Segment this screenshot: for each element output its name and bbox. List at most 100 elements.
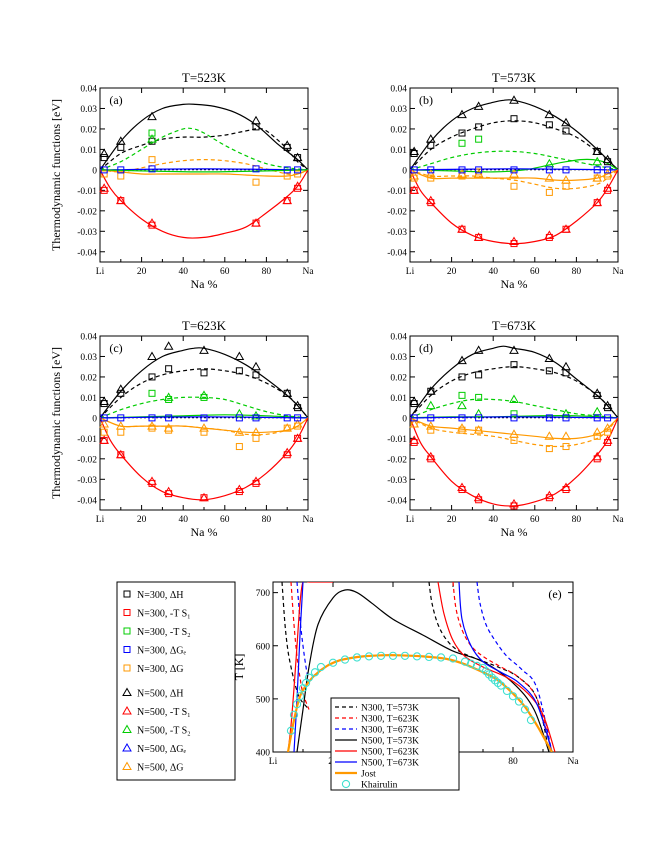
data-point xyxy=(100,154,108,162)
data-point xyxy=(457,355,467,365)
data-point xyxy=(473,232,484,241)
data-point xyxy=(200,428,208,436)
y-tick-label: 400 xyxy=(256,749,271,759)
data-point xyxy=(376,651,386,660)
data-point xyxy=(283,389,291,397)
data-point xyxy=(561,117,571,127)
y-tick-label: 0.01 xyxy=(390,394,407,404)
data-point xyxy=(427,174,435,182)
data-point xyxy=(562,127,570,135)
data-point xyxy=(148,414,156,422)
y-tick-label: 0.04 xyxy=(80,85,97,95)
data-point xyxy=(252,178,260,186)
y-axis-label: Thermodynamic functions [eV] xyxy=(49,99,63,251)
series-line xyxy=(100,169,308,177)
data-point xyxy=(562,369,570,377)
data-point xyxy=(294,170,302,178)
y-tick-label: -0.04 xyxy=(387,248,407,258)
y-tick-label: 0.02 xyxy=(80,373,97,383)
data-point xyxy=(496,681,506,690)
data-point xyxy=(510,414,518,422)
series-line xyxy=(100,169,308,239)
data-point xyxy=(163,392,174,401)
chart-title: T=623K xyxy=(182,318,227,333)
data-point xyxy=(592,197,603,207)
data-point xyxy=(147,218,157,227)
data-point xyxy=(147,421,157,430)
data-point xyxy=(472,661,482,671)
data-point xyxy=(328,658,338,667)
data-point xyxy=(457,168,467,178)
data-point xyxy=(475,135,483,143)
y-tick-label: -0.03 xyxy=(387,476,407,486)
data-point xyxy=(562,414,570,422)
series-line xyxy=(410,398,618,419)
series-line xyxy=(100,103,308,171)
data-point xyxy=(292,181,303,190)
data-point xyxy=(427,141,435,149)
data-point xyxy=(509,345,519,354)
data-point xyxy=(475,393,483,401)
x-axis-label: Na % xyxy=(191,525,218,539)
y-tick-label: 0 xyxy=(402,414,407,424)
panel-label: (a) xyxy=(109,93,122,107)
data-point xyxy=(448,654,458,663)
data-point xyxy=(310,668,320,677)
series-line xyxy=(100,127,308,171)
y-tick-label: -0.02 xyxy=(387,455,407,465)
y-tick-label: 0.01 xyxy=(80,394,97,404)
x-tick-label: 60 xyxy=(220,515,230,525)
x-tick-label: Na xyxy=(567,757,579,767)
data-point xyxy=(200,369,208,377)
data-point xyxy=(115,384,126,393)
legend-marker xyxy=(123,627,131,635)
legend-label: N=300, ΔH xyxy=(137,590,184,601)
data-point xyxy=(561,408,571,418)
x-tick-label: 40 xyxy=(488,515,498,525)
legend-label: N500, T=623K xyxy=(361,748,419,758)
data-point xyxy=(458,414,466,422)
x-tick-label: 20 xyxy=(447,267,457,277)
y-tick-label: -0.02 xyxy=(387,207,407,217)
data-point xyxy=(316,662,326,672)
data-point xyxy=(412,652,422,661)
data-point xyxy=(163,341,174,350)
data-point xyxy=(427,166,435,174)
data-point xyxy=(283,166,291,174)
y-tick-label: -0.04 xyxy=(77,248,97,258)
data-point xyxy=(510,361,518,369)
data-point xyxy=(475,166,483,174)
data-point xyxy=(561,175,571,184)
x-tick-label: 60 xyxy=(530,267,540,277)
data-point xyxy=(425,168,436,178)
legend-label: N=500, -T S₁ xyxy=(137,707,191,718)
y-axis-label: Thermodynamic functions [eV] xyxy=(49,347,63,499)
data-point xyxy=(520,705,530,714)
y-tick-label: 0.01 xyxy=(80,146,97,156)
legend-label: N500, T=673K xyxy=(361,759,419,769)
data-point xyxy=(409,435,420,444)
data-point xyxy=(545,414,553,422)
data-point xyxy=(251,218,261,227)
data-point xyxy=(425,400,436,410)
data-point xyxy=(117,414,125,422)
data-point xyxy=(115,195,126,205)
data-point xyxy=(165,365,173,373)
x-tick-label: 40 xyxy=(488,267,498,277)
y-tick-label: 0.02 xyxy=(80,125,97,135)
series-line xyxy=(100,396,308,419)
data-point xyxy=(409,185,420,194)
series-line xyxy=(410,366,618,419)
x-tick-label: Li xyxy=(96,515,105,525)
x-tick-label: 40 xyxy=(178,515,188,525)
y-tick-label: -0.04 xyxy=(77,496,97,506)
data-point xyxy=(510,410,518,418)
series-line xyxy=(100,417,308,436)
legend-label: N=500, -T S₂ xyxy=(137,726,191,737)
x-tick-label: Li xyxy=(96,267,105,277)
x-tick-label: Na xyxy=(302,267,314,277)
data-point xyxy=(473,425,484,434)
data-point xyxy=(410,166,418,174)
x-tick-label: 80 xyxy=(262,515,272,525)
data-point xyxy=(544,173,555,182)
